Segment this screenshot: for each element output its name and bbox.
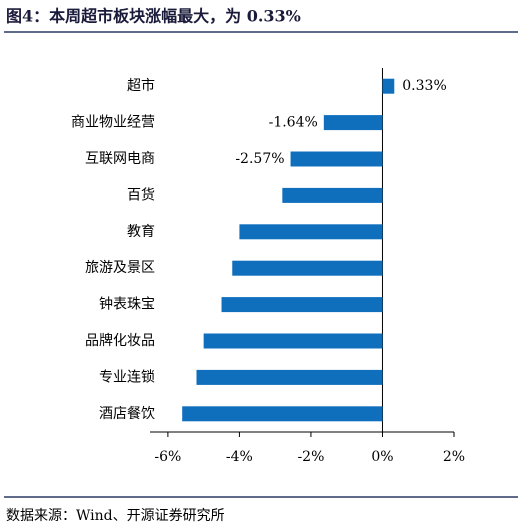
x-tick-label: -2% (297, 449, 324, 465)
bar (290, 151, 383, 167)
bar (282, 187, 383, 203)
y-tick-label: 专业连锁 (99, 369, 155, 385)
y-tick-label: 超市 (127, 77, 155, 94)
bar (182, 406, 383, 422)
bar (232, 260, 383, 276)
y-tick-label: 旅游及景区 (85, 260, 155, 276)
y-tick-label: 品牌化妆品 (85, 332, 155, 349)
y-tick-label: 钟表珠宝 (99, 296, 155, 313)
source-note: 数据来源：Wind、开源证券研究所 (6, 508, 225, 524)
bar (221, 297, 383, 313)
x-tick-label: 0% (371, 449, 393, 465)
y-tick-label: 酒店餐饮 (99, 406, 155, 422)
bar (323, 115, 383, 131)
bar (239, 224, 383, 240)
x-tick-label: -4% (226, 449, 253, 465)
bar (196, 369, 383, 385)
x-tick-label: 2% (443, 449, 465, 465)
data-label: -1.64% (269, 115, 318, 131)
bar (382, 78, 395, 94)
y-tick-label: 商业物业经营 (71, 115, 155, 131)
bar (203, 333, 383, 349)
data-label: -2.57% (235, 151, 284, 167)
y-tick-label: 互联网电商 (85, 151, 155, 167)
data-label: 0.33% (402, 78, 446, 94)
y-tick-label: 教育 (127, 224, 155, 240)
y-tick-label: 百货 (127, 186, 155, 203)
x-tick-label: -6% (154, 449, 181, 465)
chart-title: 图4：本周超市板块涨幅最大，为 0.33% (6, 7, 301, 26)
